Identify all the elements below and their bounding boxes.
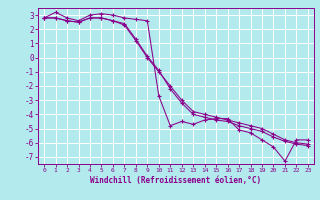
X-axis label: Windchill (Refroidissement éolien,°C): Windchill (Refroidissement éolien,°C) <box>91 176 261 185</box>
